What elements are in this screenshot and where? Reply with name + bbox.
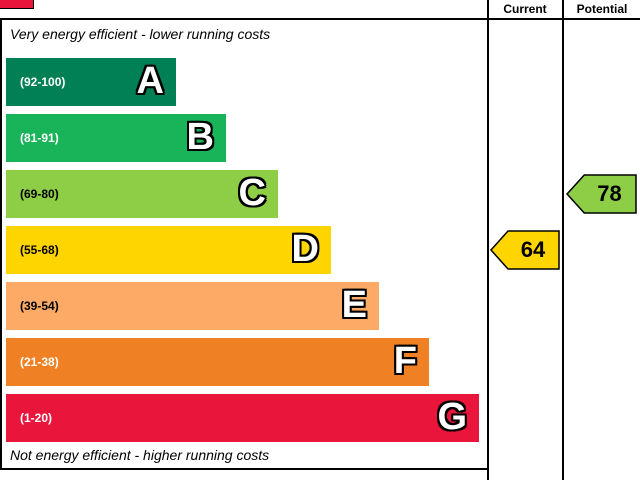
current-column-divider-line — [487, 0, 489, 480]
band-f-range-label: (21-38) — [20, 355, 59, 369]
chart-bottom-border — [0, 468, 489, 470]
band-row-f: (21-38) F — [6, 338, 429, 386]
band-g-letter: G — [437, 396, 467, 439]
band-row-d: (55-68) D — [6, 226, 331, 274]
band-row-a: (92-100) A — [6, 58, 176, 106]
band-row-e: (39-54) E — [6, 282, 379, 330]
current-rating-value: 64 — [520, 237, 546, 262]
band-a-letter: A — [136, 60, 164, 103]
header-divider-line — [0, 18, 640, 20]
current-rating-arrow: 64 — [490, 230, 560, 270]
band-a-range-label: (92-100) — [20, 75, 66, 89]
bottom-caption: Not energy efficient - higher running co… — [10, 447, 270, 463]
band-row-b: (81-91) B — [6, 114, 226, 162]
band-g-range-label: (1-20) — [20, 411, 53, 425]
band-row-c: (69-80) C — [6, 170, 278, 218]
potential-column-divider-line — [562, 0, 564, 480]
band-e-letter: E — [341, 284, 367, 327]
current-left-arrow-icon — [490, 230, 560, 270]
chart-left-border — [0, 18, 2, 470]
band-f-letter: F — [393, 340, 417, 383]
band-row-g: (1-20) G — [6, 394, 479, 442]
band-c-range-label: (69-80) — [20, 187, 59, 201]
band-b-range-label: (81-91) — [20, 131, 59, 145]
potential-rating-arrow: 78 — [566, 174, 637, 214]
column-header-current: Current — [503, 2, 547, 16]
potential-rating-value: 78 — [597, 181, 622, 206]
cropped-red-fragment — [0, 0, 34, 9]
potential-left-arrow-icon — [566, 174, 637, 214]
band-d-letter: D — [291, 228, 319, 271]
band-b-letter: B — [186, 116, 214, 159]
column-header-potential: Potential — [576, 2, 628, 16]
band-c-letter: C — [238, 172, 266, 215]
top-caption: Very energy efficient - lower running co… — [10, 26, 271, 42]
band-e-range-label: (39-54) — [20, 299, 59, 313]
band-d-range-label: (55-68) — [20, 243, 59, 257]
